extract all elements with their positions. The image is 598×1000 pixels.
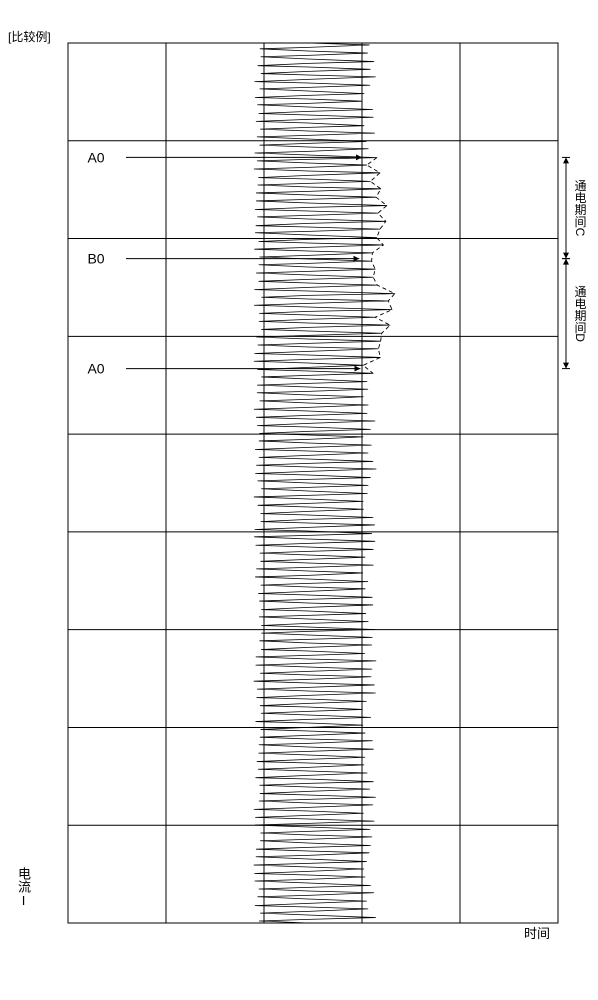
svg-text:通电期间C: 通电期间C bbox=[573, 179, 586, 236]
svg-text:A0: A0 bbox=[87, 149, 104, 165]
waveform-svg: A0 B0 A0 通电期间C 通电期间D bbox=[38, 28, 586, 948]
svg-text:B0: B0 bbox=[87, 251, 104, 267]
svg-text:通电期间D: 通电期间D bbox=[573, 285, 586, 342]
chart-container: [比较例] 电流I 时间 A0B0A0通电期间C通电期间D bbox=[8, 28, 590, 948]
plot-area: A0 B0 A0 通电期间C 通电期间D bbox=[38, 28, 590, 948]
y-axis-label: 电流I bbox=[14, 867, 33, 908]
svg-text:A0: A0 bbox=[87, 361, 104, 377]
